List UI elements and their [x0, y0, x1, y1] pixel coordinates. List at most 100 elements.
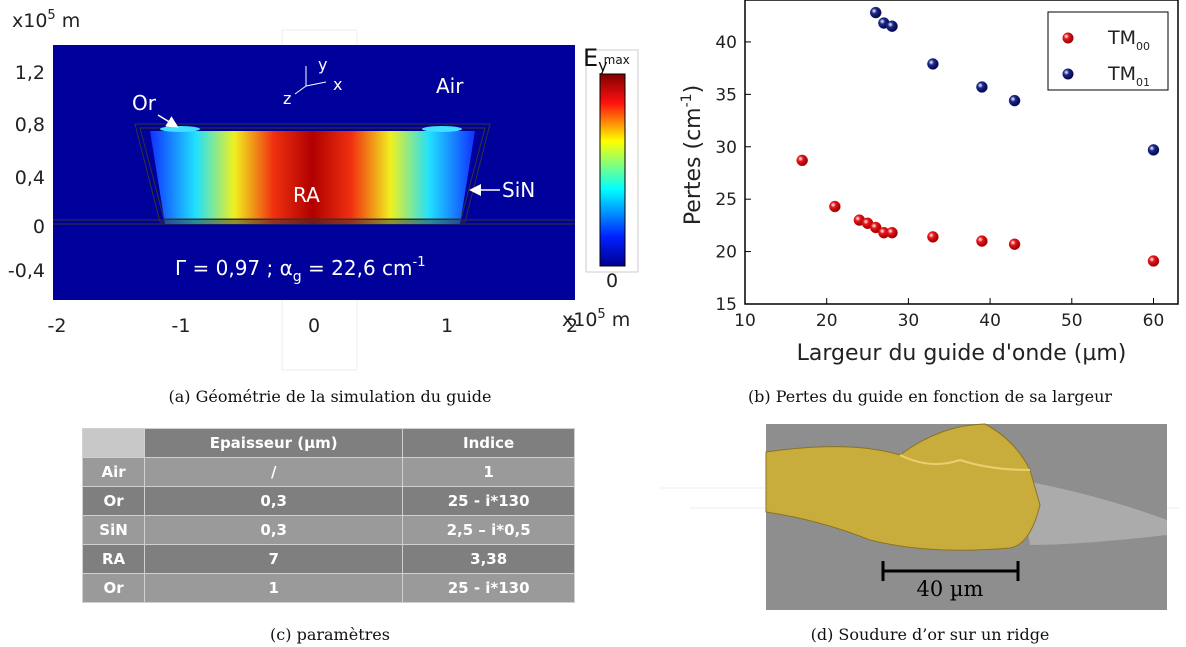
scale-label: 40 µm	[917, 577, 984, 601]
table-cell: 1	[144, 573, 404, 603]
unit-y: x105 m	[12, 8, 80, 32]
point	[927, 231, 939, 243]
unit-base: x10	[562, 309, 597, 331]
unit-suffix: m	[56, 10, 81, 32]
point	[1008, 94, 1021, 107]
point	[976, 81, 988, 93]
table-row: RA 7 3,38	[81, 544, 575, 574]
param-table: Epaisseur (µm) Indice Air/1 Or 0,3 25 - i*130…	[81, 428, 575, 603]
x-tick-label: 50	[1061, 311, 1083, 331]
axis-x: x	[333, 75, 342, 94]
colorbar-label: Eymax	[583, 44, 630, 75]
a-x-tick-label: 2	[566, 315, 578, 337]
unit-suffix: m	[606, 309, 631, 331]
point	[1008, 238, 1021, 250]
a-y-tick-label: 1,2	[15, 62, 45, 84]
header-cell: Epaisseur (µm)	[144, 428, 404, 458]
y-tick-label: 35	[715, 85, 737, 105]
table-cell: /	[144, 457, 404, 487]
plot-frame	[744, 0, 1179, 305]
table-cell: SiN	[81, 515, 146, 545]
legend-label: TM00	[1107, 27, 1150, 53]
table-cell: 0,3	[144, 515, 404, 545]
legend-name: TM	[1107, 27, 1136, 49]
unit-base: x10	[12, 10, 47, 32]
table-cell: 7	[144, 544, 404, 574]
sem-debris	[1020, 480, 1167, 545]
point	[927, 58, 939, 70]
outline	[139, 127, 486, 220]
axis-y: y	[318, 55, 327, 74]
x-tick-label: 40	[979, 311, 1001, 331]
a-y-tick-label: -0,4	[8, 260, 45, 282]
cb-base: E	[583, 44, 598, 72]
table-row: Or 0,3 25 - i*130	[81, 486, 575, 516]
outline	[134, 123, 491, 223]
x-axis-label: Largeur du guide d'onde (µm)	[797, 341, 1127, 366]
a-x-tick-label: 1	[441, 315, 453, 337]
header-cell: Indice	[402, 428, 575, 458]
point	[1147, 144, 1160, 156]
x-tick-label: 10	[734, 311, 756, 331]
table-cell: Or	[81, 573, 146, 603]
cb-sup: max	[604, 53, 630, 67]
axis-z: z	[283, 89, 291, 108]
legend-sub: 00	[1136, 40, 1150, 53]
a-x-tick-label: 0	[308, 315, 320, 337]
caption: (d) Soudure d’or sur un ridge	[811, 625, 1050, 644]
y-axis-label: Pertes (cm-1)	[679, 85, 706, 225]
a-x-tick-label: -2	[48, 315, 67, 337]
table-row: Air/1	[81, 457, 575, 487]
gold-pad	[160, 126, 200, 132]
a-ticks: -2 -1 0 1 2 1,2 0,8 0,4 0 -0,4	[8, 62, 578, 337]
header-cell	[81, 428, 146, 458]
colorbar-min: 0	[606, 270, 618, 292]
formula-sub: g	[293, 269, 302, 285]
table-cell: 0,3	[144, 486, 404, 516]
point	[796, 154, 808, 167]
formula-sup: -1	[413, 255, 426, 270]
mode-profile	[150, 131, 475, 224]
table-row: SiN 0,3 2,5 – i*0,5	[81, 515, 575, 545]
axis-arrow	[294, 85, 307, 95]
point	[1147, 255, 1160, 267]
label-ra: RA	[293, 183, 320, 207]
legend-marker	[1062, 68, 1074, 80]
a-x-tick-label: -1	[172, 315, 191, 337]
y-label-part: )	[681, 85, 706, 94]
table-cell: Or	[81, 486, 146, 516]
legend-sub: 01	[1136, 76, 1150, 89]
label-or: Or	[132, 91, 157, 115]
y-label-sup: -1	[679, 93, 695, 107]
point	[976, 235, 988, 247]
a-y-tick-label: 0	[33, 216, 45, 238]
panel-b: 10 20 30 40 50 60 15 20 25 30 35 40 Largeur du guide…	[679, 0, 1179, 366]
colorbar	[599, 73, 626, 267]
a-y-tick-label: 0,4	[15, 167, 45, 189]
a-y-tick-label: 0,8	[15, 114, 45, 136]
table-cell: RA	[81, 544, 146, 574]
table-cell: 3,38	[402, 544, 575, 574]
x-tick-label: 20	[816, 311, 838, 331]
gold-solder	[765, 423, 1041, 551]
point	[869, 221, 882, 234]
x-tick-label: 60	[1143, 311, 1165, 331]
y-tick-label: 30	[715, 138, 737, 158]
y-tick-label: 20	[715, 243, 737, 263]
panel-a: y x z Or Air RA SiN Γ = 0,97 ; αg = 22,6…	[8, 8, 639, 371]
y-tick-label: 25	[715, 190, 737, 210]
point	[829, 200, 841, 213]
formula-part: Γ = 0,97 ; α	[175, 256, 293, 280]
y-tick-label: 15	[715, 295, 737, 315]
label-air: Air	[436, 74, 464, 98]
ridge	[899, 454, 1031, 471]
formula-part: = 22,6 cm	[302, 256, 413, 280]
legend-name: TM	[1107, 63, 1136, 85]
point	[886, 20, 898, 32]
formula: Γ = 0,97 ; αg = 22,6 cm-1	[175, 255, 426, 285]
caption: (c) paramètres	[270, 625, 390, 644]
caption: (b) Pertes du guide en fonction de sa la…	[748, 387, 1112, 406]
table-row: Or 1 25 - i*130	[81, 573, 575, 603]
